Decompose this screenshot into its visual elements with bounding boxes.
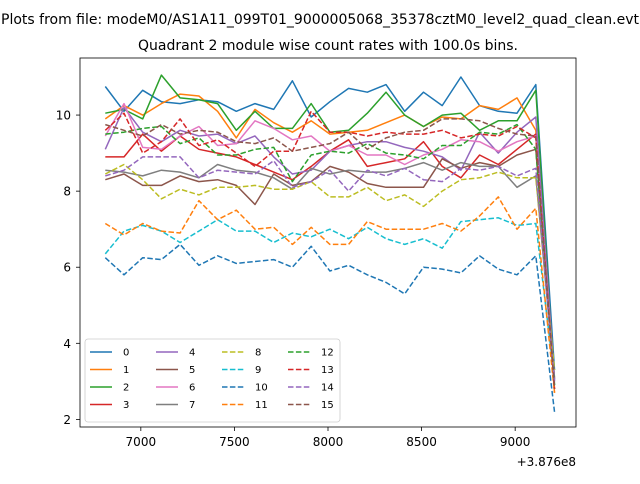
series-line-7 <box>105 161 556 380</box>
legend-label-7: 7 <box>189 400 195 411</box>
legend-label-9: 9 <box>255 365 261 376</box>
y-tick-label: 10 <box>56 109 71 123</box>
chart-title: Quadrant 2 module wise count rates with … <box>138 38 518 54</box>
x-axis: 7000 7500 8000 8500 9000 <box>126 427 531 449</box>
figure-suptitle: Plots from file: modeM0/AS1A11_099T01_90… <box>1 12 639 28</box>
legend-label-5: 5 <box>189 365 195 376</box>
legend-label-0: 0 <box>123 348 129 359</box>
x-tick-label: 9000 <box>500 435 531 449</box>
series-line-5 <box>105 148 556 378</box>
series-line-6 <box>104 102 556 382</box>
y-tick-label: 6 <box>63 261 71 275</box>
series-line-11 <box>104 196 556 393</box>
legend-label-10: 10 <box>255 383 268 394</box>
legend-label-14: 14 <box>321 383 334 394</box>
legend-label-15: 15 <box>321 400 334 411</box>
series-line-12 <box>105 123 556 386</box>
legend-label-6: 6 <box>189 383 195 394</box>
legend-label-11: 11 <box>255 400 268 411</box>
legend-label-3: 3 <box>123 400 129 411</box>
legend-label-4: 4 <box>189 348 195 359</box>
y-tick-label: 8 <box>63 185 71 199</box>
legend-label-12: 12 <box>321 348 334 359</box>
series-line-15 <box>105 118 556 390</box>
series-line-9 <box>104 217 556 380</box>
x-tick-label: 8500 <box>406 435 437 449</box>
series-line-1 <box>104 93 556 393</box>
legend-label-1: 1 <box>123 365 129 376</box>
x-tick-label: 7500 <box>219 435 250 449</box>
x-tick-label: 8000 <box>313 435 344 449</box>
y-tick-label: 4 <box>63 337 71 351</box>
y-axis: 2 4 6 8 10 <box>56 109 80 427</box>
legend-label-2: 2 <box>123 383 129 394</box>
legend-box <box>84 338 341 423</box>
series-line-10 <box>104 243 556 412</box>
x-axis-offset-label: +3.876e8 <box>517 455 576 469</box>
series-layer <box>104 74 556 412</box>
series-line-8 <box>104 163 556 370</box>
x-tick-label: 7000 <box>126 435 157 449</box>
series-line-14 <box>105 156 556 382</box>
y-tick-label: 2 <box>63 413 71 427</box>
series-line-13 <box>104 110 556 390</box>
legend-label-8: 8 <box>255 348 261 359</box>
legend-label-13: 13 <box>321 365 334 376</box>
